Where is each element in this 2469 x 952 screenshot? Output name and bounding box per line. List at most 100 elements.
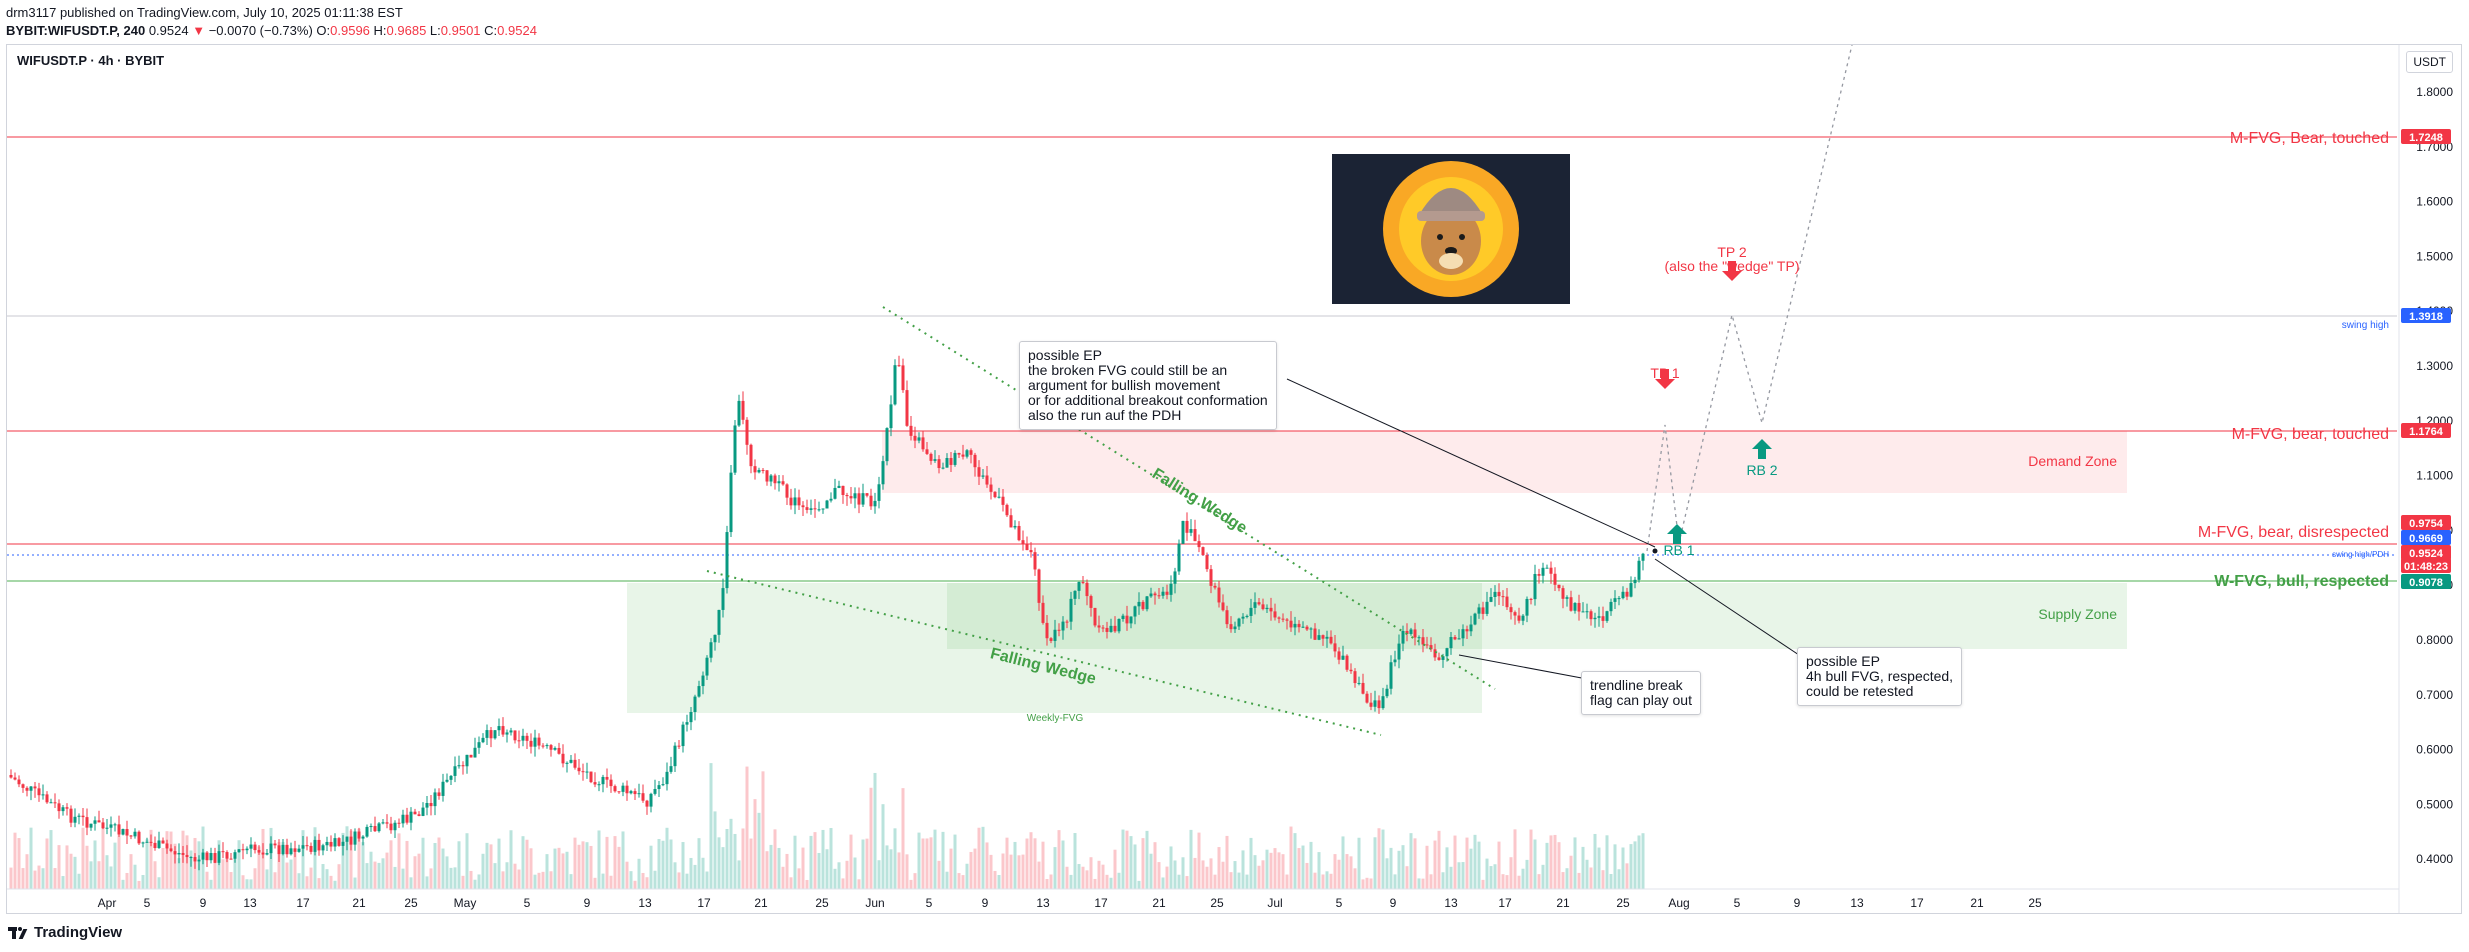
price-tick-label-0: 1.8000: [2416, 85, 2453, 99]
time-tick-label-7: May: [454, 896, 477, 910]
publisher-text: drm3117 published on TradingView.com, Ju…: [6, 5, 403, 20]
candle-body: [653, 789, 657, 794]
volume-bar: [409, 877, 413, 889]
time-axis[interactable]: Apr 5 9 13 17 21 25 May 5 9 13 17 21 25 Jun 5 9 13 17 21 25 J…: [98, 896, 2042, 910]
volume-bar: [1417, 878, 1421, 889]
candle-body: [309, 845, 313, 852]
candle-body: [1065, 621, 1069, 623]
candle-body: [1625, 591, 1629, 597]
candle-body: [353, 831, 357, 845]
candle-body: [453, 766, 457, 776]
volume-bar: [61, 876, 65, 889]
volume-bar: [629, 871, 633, 889]
volume-bar: [1089, 857, 1093, 889]
candle-body: [1477, 607, 1481, 614]
chart-canvas[interactable]: TP 1 TP 2 (also the "wedge" TP) RB 1 RB …: [7, 45, 2461, 913]
note-connector-bottom: [1654, 558, 1806, 660]
volume-bar: [301, 830, 305, 889]
volume-bar: [697, 838, 701, 889]
volume-bar: [1465, 837, 1469, 889]
candle-body: [665, 771, 669, 785]
volume-bar: [1617, 869, 1621, 889]
volume-bar: [205, 871, 209, 889]
candle-body: [1341, 655, 1345, 660]
volume-bar: [725, 829, 729, 889]
candle-body: [181, 852, 185, 855]
currency-button[interactable]: USDT: [2406, 51, 2453, 73]
note-connector-mid: [1458, 654, 1588, 680]
candle-body: [689, 711, 693, 723]
volume-bar: [21, 868, 25, 889]
candle-body: [581, 771, 585, 773]
volume-bar: [549, 871, 553, 889]
volume-bar: [909, 879, 913, 889]
candle-body: [1105, 627, 1109, 632]
volume-bar: [965, 863, 969, 889]
candle-body: [501, 726, 505, 735]
price-axis[interactable]: 1.80001.70001.60001.50001.40001.30001.20…: [2416, 85, 2453, 866]
note-trendline-break[interactable]: trendline break flag can play out: [1581, 671, 1701, 715]
volume-bar: [1065, 866, 1069, 889]
candle-body: [441, 781, 445, 796]
candle-body: [1569, 597, 1573, 611]
candle-body: [953, 452, 957, 465]
volume-bar: [309, 867, 313, 889]
volume-bar: [405, 840, 409, 889]
candle-body: [1069, 598, 1073, 622]
volume-bar: [253, 868, 257, 889]
volume-bar: [685, 873, 689, 889]
volume-bar: [1537, 874, 1541, 889]
price-tag-3: 0.9754: [2409, 518, 2444, 530]
candle-body: [1085, 582, 1089, 597]
volume-bar: [889, 849, 893, 889]
volume-bar: [1405, 866, 1409, 889]
candle-body: [1137, 601, 1141, 607]
volume-bar: [1017, 855, 1021, 889]
volume-bar: [1541, 864, 1545, 889]
time-tick-label-34: 25: [2028, 896, 2042, 910]
volume-bar: [281, 842, 285, 889]
candle-body: [225, 852, 229, 859]
volume-bar: [617, 846, 621, 889]
candle-body: [717, 609, 721, 635]
volume-bar: [1237, 872, 1241, 889]
time-tick-label-1: 5: [144, 896, 151, 910]
close-label: C:: [484, 23, 498, 38]
tp1-down-arrow-icon[interactable]: [1655, 369, 1675, 389]
candle-body: [729, 472, 733, 533]
candle-body: [325, 841, 329, 846]
candle-body: [841, 485, 845, 495]
note-possible-ep-bottom[interactable]: possible EP 4h bull FVG, respected, coul…: [1797, 647, 1963, 706]
volume-bar: [465, 833, 469, 889]
volume-bar: [673, 862, 677, 889]
rb1-up-arrow-icon[interactable]: [1667, 524, 1687, 544]
volume-bar: [1521, 868, 1525, 889]
candle-body: [49, 802, 53, 804]
candle-body: [37, 788, 41, 796]
rb2-up-arrow-icon[interactable]: [1752, 439, 1772, 459]
note-possible-ep-top[interactable]: possible EP the broken FVG could still b…: [1019, 341, 1277, 430]
candle-body: [1585, 611, 1589, 613]
falling-wedge-upper-line[interactable]: [882, 306, 1496, 690]
volume-bar: [749, 838, 753, 889]
volume-bar: [457, 841, 461, 889]
candle-body: [1361, 682, 1365, 694]
candle-body: [1009, 515, 1013, 528]
candle-body: [1145, 596, 1149, 610]
candle-body: [745, 419, 749, 445]
volume-bar: [801, 847, 805, 889]
tp2-down-arrow-icon[interactable]: [1722, 261, 1742, 281]
footer-brand: TradingView: [34, 924, 123, 941]
candle-body: [1225, 610, 1229, 625]
candle-body: [381, 822, 385, 824]
candle-body: [1397, 643, 1401, 660]
volume-bar: [1561, 872, 1565, 889]
supply-zone: [947, 583, 2127, 649]
volume-bar: [1101, 864, 1105, 889]
candle-body: [693, 696, 697, 712]
volume-bar: [993, 870, 997, 889]
chart-pane[interactable]: TP 1 TP 2 (also the "wedge" TP) RB 1 RB …: [6, 44, 2462, 914]
candle-body: [1321, 635, 1325, 639]
candle-body: [481, 737, 485, 743]
volume-bar: [1145, 830, 1149, 889]
